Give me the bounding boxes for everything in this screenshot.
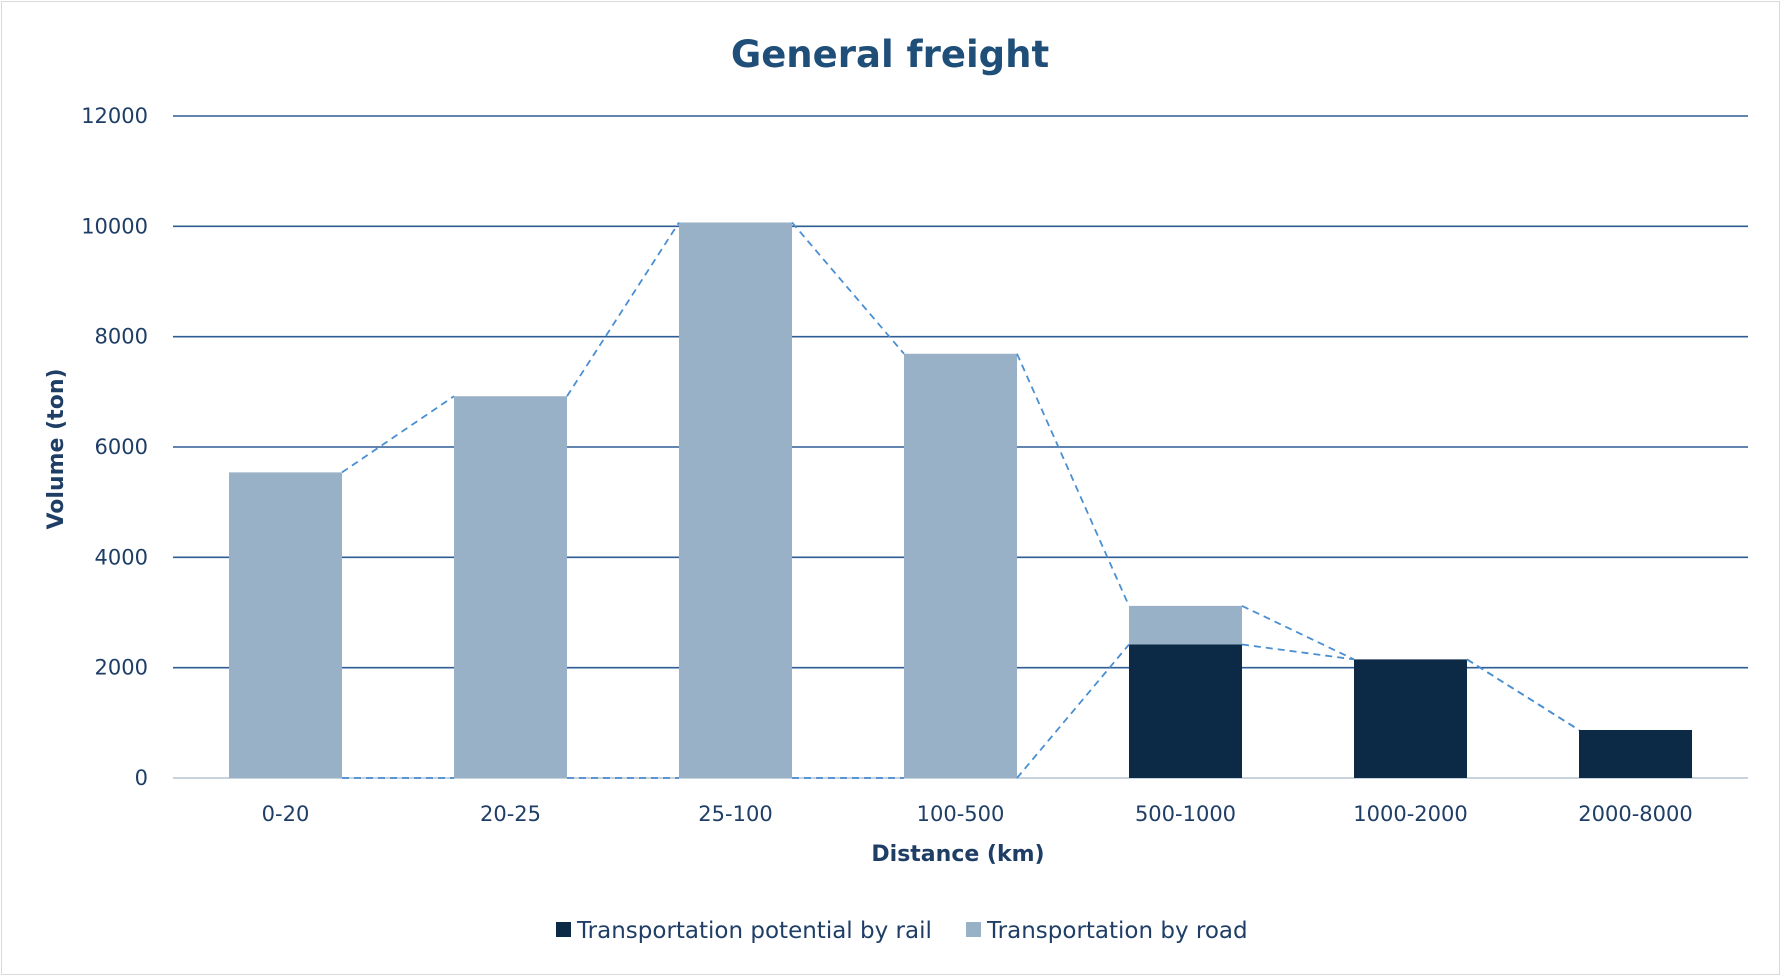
bars	[229, 222, 1692, 778]
bar-rail	[1579, 730, 1692, 778]
legend-label-road: Transportation by road	[986, 918, 1248, 944]
connector-lines	[341, 221, 1580, 779]
x-axis-title: Distance (km)	[871, 842, 1044, 867]
y-tick-label: 0	[135, 766, 148, 790]
y-tick-label: 6000	[95, 435, 148, 459]
bar-road	[904, 353, 1017, 778]
gridlines	[173, 115, 1748, 779]
connector-line-rail	[342, 643, 1580, 779]
legend-swatch-rail	[556, 922, 571, 937]
legend: Transportation potential by rail Transpo…	[556, 918, 1248, 944]
x-tick-label: 25-100	[698, 802, 772, 826]
bar-rail	[1354, 659, 1467, 778]
chart-title: General freight	[731, 33, 1049, 76]
y-tick-label: 2000	[95, 656, 148, 680]
bar-rail	[1129, 644, 1242, 778]
x-tick-label: 1000-2000	[1353, 802, 1467, 826]
x-tick-label: 20-25	[480, 802, 541, 826]
y-tick-label: 8000	[95, 325, 148, 349]
bar-road	[454, 396, 567, 778]
bar-road	[229, 472, 342, 778]
x-tick-label: 100-500	[917, 802, 1005, 826]
x-tick-label: 500-1000	[1135, 802, 1236, 826]
legend-label-rail: Transportation potential by rail	[576, 918, 932, 944]
y-tick-label: 10000	[81, 214, 148, 238]
tick-labels: 0 2000 4000 6000 8000 10000 12000 0-20 20-25 25-1…	[81, 104, 1693, 826]
x-tick-label: 0-20	[262, 802, 310, 826]
y-tick-label: 12000	[81, 104, 148, 128]
connector-line-total	[341, 221, 1580, 731]
bar-road	[1129, 605, 1242, 645]
y-tick-label: 4000	[95, 545, 148, 569]
legend-swatch-road	[966, 922, 981, 937]
x-tick-label: 2000-8000	[1578, 802, 1692, 826]
bar-road	[679, 222, 792, 778]
y-axis-title: Volume (ton)	[44, 368, 69, 529]
